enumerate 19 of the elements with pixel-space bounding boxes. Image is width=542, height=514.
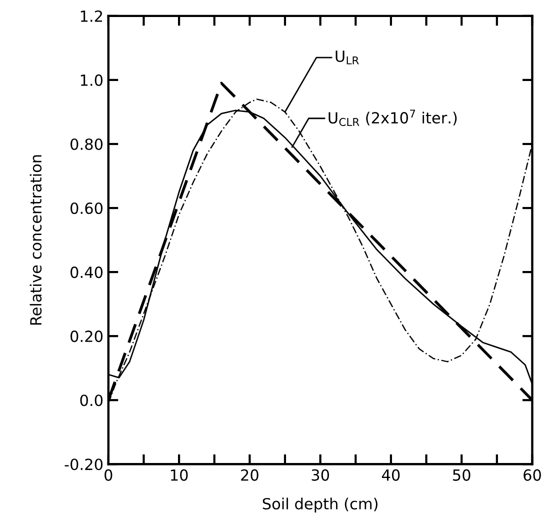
annotation: U$_{LR}$ bbox=[336, 50, 359, 64]
annotation: U$_{CLR}$ (2x10$^{7}$ iter.) bbox=[328, 110, 457, 126]
y-tick-label: -0.20 bbox=[64, 458, 103, 470]
y-tick-label: 0.20 bbox=[70, 330, 103, 342]
x-tick-label: 20 bbox=[241, 469, 258, 481]
x-tick-label: 50 bbox=[453, 469, 470, 481]
x-axis-title: Soil depth (cm) bbox=[262, 498, 378, 512]
x-tick-label: 40 bbox=[382, 469, 400, 481]
x-tick-label: 30 bbox=[312, 469, 330, 481]
x-tick-label: 10 bbox=[171, 469, 188, 481]
y-tick-label: 0.60 bbox=[70, 202, 103, 214]
x-tick-label: 0 bbox=[104, 469, 112, 481]
y-tick-label: 1.2 bbox=[80, 10, 102, 22]
y-tick-label: 0.0 bbox=[80, 394, 103, 406]
x-tick-label: 60 bbox=[524, 469, 541, 481]
y-tick-label: 0.40 bbox=[70, 266, 103, 278]
y-tick-label: 0.80 bbox=[70, 138, 103, 150]
y-axis-title: Relative concentration bbox=[30, 155, 42, 325]
y-tick-label: 1.0 bbox=[80, 74, 103, 86]
